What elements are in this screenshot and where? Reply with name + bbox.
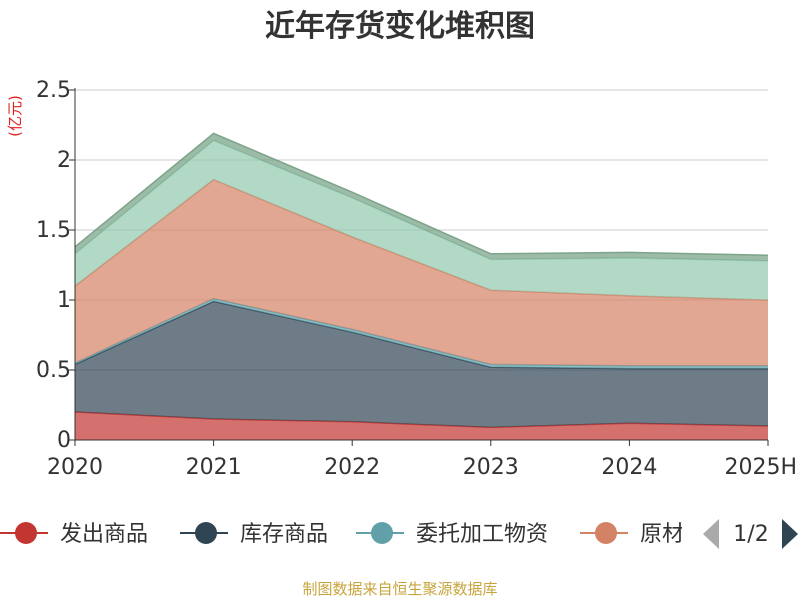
chart-title: 近年存货变化堆积图 bbox=[265, 9, 535, 44]
x-tick-label: 2024 bbox=[601, 455, 657, 480]
area-series bbox=[74, 132, 769, 440]
y-tick-label: 0 bbox=[57, 428, 71, 453]
legend-label: 原材 bbox=[640, 522, 684, 547]
y-tick-label: 1.5 bbox=[36, 218, 71, 243]
legend-marker bbox=[15, 522, 37, 544]
y-tick-label: 0.5 bbox=[36, 358, 71, 383]
x-tick-label: 2025H bbox=[724, 455, 797, 480]
y-axis-unit-label: (亿元) bbox=[6, 95, 24, 137]
legend-item[interactable]: 原材 bbox=[580, 522, 684, 547]
area-series-4 bbox=[75, 140, 768, 300]
area-发出商品 bbox=[75, 412, 768, 440]
x-tick-label: 2021 bbox=[186, 455, 242, 480]
legend-item[interactable]: 发出商品 bbox=[0, 522, 148, 547]
legend-page-indicator: 1/2 bbox=[733, 522, 768, 547]
legend-label: 委托加工物资 bbox=[416, 522, 548, 547]
legend-item[interactable]: 委托加工物资 bbox=[356, 522, 548, 547]
x-tick-label: 2023 bbox=[463, 455, 519, 480]
legend[interactable]: 发出商品 库存商品 委托加工物资 原材 1/2 bbox=[0, 519, 798, 549]
axes: 0 0.5 1 1.5 2 2.5 2020 2021 2022 2023 2024 2025H bbox=[36, 78, 797, 480]
area-原材料 bbox=[75, 179, 768, 366]
area-top-line bbox=[74, 139, 769, 262]
x-tick-label: 2020 bbox=[47, 455, 103, 480]
legend-label: 发出商品 bbox=[60, 522, 148, 547]
x-tick-label: 2022 bbox=[324, 455, 380, 480]
legend-marker bbox=[371, 522, 393, 544]
area-top-line bbox=[74, 132, 769, 256]
legend-label: 库存商品 bbox=[240, 522, 328, 547]
legend-marker bbox=[195, 522, 217, 544]
legend-item[interactable]: 库存商品 bbox=[180, 522, 328, 547]
y-tick-label: 1 bbox=[57, 288, 71, 313]
legend-next-icon[interactable] bbox=[782, 519, 798, 549]
source-note: 制图数据来自恒生聚源数据库 bbox=[302, 580, 497, 598]
y-tick-label: 2.5 bbox=[36, 78, 71, 103]
area-库存商品 bbox=[75, 301, 768, 428]
legend-prev-icon[interactable] bbox=[703, 519, 719, 549]
y-tick-label: 2 bbox=[57, 148, 71, 173]
legend-marker bbox=[595, 522, 617, 544]
